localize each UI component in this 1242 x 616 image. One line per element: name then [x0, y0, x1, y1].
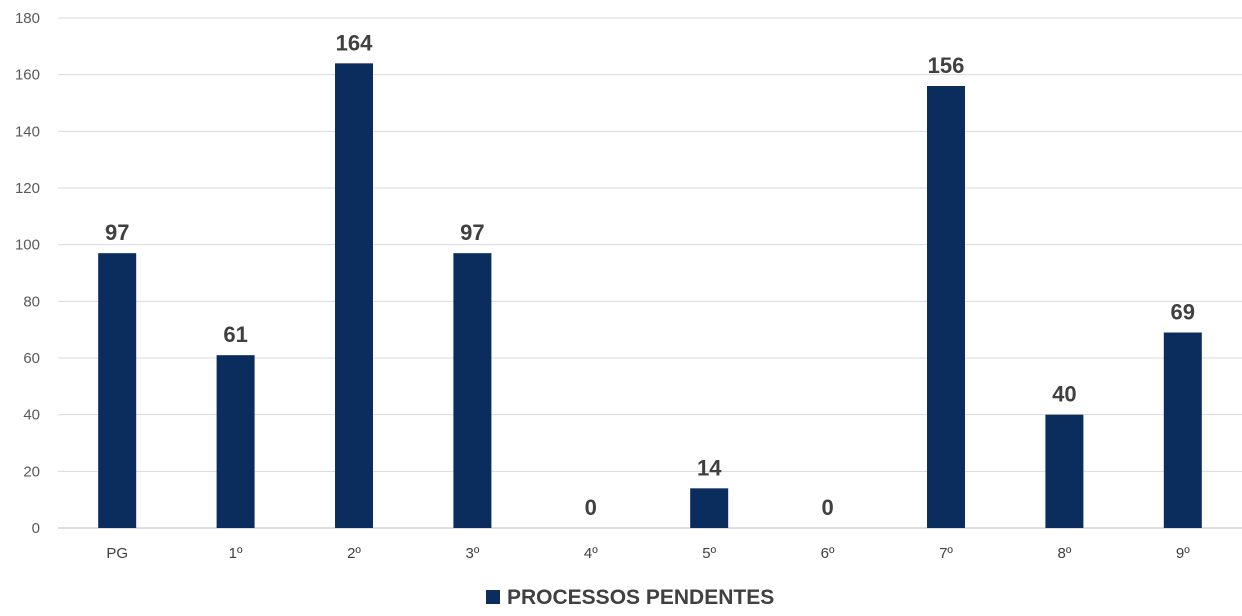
data-label: 97 [460, 220, 484, 245]
bar-3 [335, 63, 373, 528]
x-tick-label: 9º [1176, 545, 1190, 562]
x-tick-label: 5º [702, 545, 716, 562]
x-tick-label: 2º [347, 545, 361, 562]
y-tick-label: 60 [23, 350, 40, 367]
bar-9 [1045, 414, 1084, 528]
data-label: 0 [585, 495, 597, 520]
x-tick-label: 6º [821, 545, 835, 562]
x-tick-label: PG [106, 545, 128, 562]
bar-10 [1163, 332, 1202, 528]
data-label: 0 [821, 495, 833, 520]
legend: PROCESSOS PENDENTES [486, 586, 774, 609]
y-tick-label: 0 [32, 520, 40, 537]
data-label: 61 [223, 322, 247, 347]
data-label: 156 [928, 53, 965, 78]
y-tick-label: 120 [15, 180, 40, 197]
x-tick-label: 7º [939, 545, 953, 562]
y-tick-label: 140 [15, 123, 40, 140]
y-tick-label: 20 [23, 463, 40, 480]
bar-2 [216, 355, 255, 528]
x-tick-label: 3º [465, 545, 479, 562]
bar-4 [453, 253, 492, 528]
y-tick-label: 160 [15, 67, 40, 84]
y-tick-label: 100 [15, 237, 40, 254]
data-label: 97 [105, 220, 129, 245]
y-tick-label: 180 [15, 10, 40, 27]
x-tick-label: 8º [1057, 545, 1071, 562]
bar-6 [690, 488, 729, 528]
x-tick-label: 4º [584, 545, 598, 562]
x-tick-label: 1º [229, 545, 243, 562]
data-label: 14 [697, 455, 722, 480]
labels-layer: 97 PG 61 1º 164 2º 97 3º 0 4º 14 5º 0 6º 156 7º 40 8º 69 9º [105, 30, 1195, 562]
legend-label: PROCESSOS PENDENTES [507, 586, 774, 609]
bar-1 [98, 253, 137, 528]
data-label: 40 [1052, 382, 1076, 407]
bars-layer [98, 63, 1202, 528]
bar-8 [927, 86, 965, 528]
legend-swatch [486, 590, 500, 604]
y-tick-label: 40 [23, 407, 40, 424]
data-label: 69 [1171, 300, 1195, 325]
y-tick-label: 80 [23, 293, 40, 310]
data-label: 164 [336, 30, 373, 55]
